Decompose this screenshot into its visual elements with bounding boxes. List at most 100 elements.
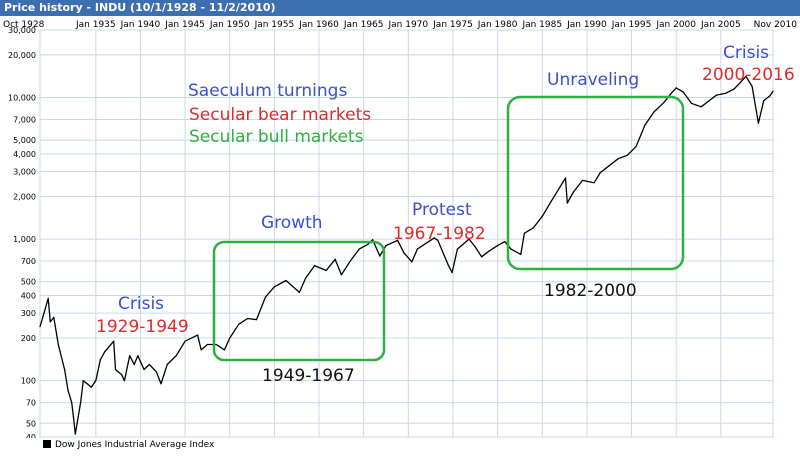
x-tick-label: Jan 1975 [432,20,473,30]
growth-bull-box [212,240,386,362]
y-tick-label: 300 [21,309,36,318]
data-point [433,237,435,239]
key-saeculum-turnings: Saeculum turnings [188,81,348,101]
data-point [133,363,135,366]
data-point [71,402,73,404]
data-point [184,340,186,342]
data-point [437,239,439,241]
data-point [95,380,97,382]
data-point [72,416,75,418]
data-point [372,239,374,241]
data-point [769,95,771,97]
data-point [104,351,106,353]
data-point [481,256,483,258]
data-point [700,106,702,108]
data-point [520,253,522,255]
data-point [358,248,360,250]
data-point [488,250,490,252]
data-point [451,272,453,274]
data-point [733,88,735,90]
data-point [349,260,351,262]
data-point [99,359,101,361]
legend-swatch [43,440,51,448]
data-point [706,101,709,103]
data-point [123,380,125,382]
data-point [57,343,59,346]
y-tick-label: 10,000 [8,94,36,103]
data-point [745,75,747,77]
y-tick-label: 400 [21,291,36,300]
data-point [298,291,300,293]
data-point [160,383,162,385]
y-tick-label: 5,000 [13,136,36,145]
data-point [314,265,316,267]
y-tick-label: 2,000 [13,192,36,201]
y-axis-tick-labels: 30,000 20,000 10,000 7,000 5,000 4,000 3,000 2,… [8,26,36,438]
x-tick-label: Jan 1970 [388,20,429,30]
data-point [608,165,610,167]
data-point [416,248,418,250]
window-title: Price history - INDU (10/1/1928 - 11/2/2… [0,0,800,16]
data-point [715,94,718,96]
data-point [644,124,646,126]
data-point [367,243,369,245]
y-tick-label: 100 [21,377,36,386]
data-point [682,91,685,93]
data-point [763,100,765,102]
data-point [541,215,543,217]
data-point [215,343,217,346]
data-point [379,255,381,257]
data-point [114,368,117,371]
y-tick-label: 70 [26,399,36,408]
data-point [653,111,655,113]
data-point [334,258,336,260]
data-point [137,355,139,357]
crisis1-label: Crisis [118,294,165,314]
data-point [635,146,637,148]
protest-label: Protest [412,200,472,220]
unraveling-years: 1982-2000 [544,281,637,301]
data-point [523,232,526,234]
data-point [148,363,150,366]
x-tick-label: Jan 2000 [655,20,696,30]
data-point [456,248,458,250]
data-point [264,296,267,298]
data-point [47,297,49,299]
data-point [255,319,258,321]
growth-label: Growth [261,213,323,233]
legend-label: Dow Jones Industrial Average Index [55,440,215,450]
growth-years: 1949-1967 [262,366,355,386]
crisis1-years: 1929-1949 [96,317,189,337]
data-point [143,368,145,371]
y-tick-label: 20,000 [8,51,36,60]
data-point [285,279,287,282]
data-point [397,239,399,241]
dow-jones-points [39,75,774,435]
data-point [53,316,55,318]
data-point [67,390,69,392]
x-tick-label: Jan 1950 [209,20,250,30]
data-point [581,179,584,181]
data-point [385,245,387,247]
x-tick-label: Jan 1955 [254,20,295,30]
data-point [572,191,575,193]
data-point [724,92,726,94]
x-tick-label: Jan 1945 [164,20,205,30]
data-point [200,349,202,351]
x-tick-label: Jan 1960 [298,20,339,30]
data-point [80,402,82,404]
data-point [497,245,499,247]
y-tick-label: 1,000 [13,235,36,244]
unraveling-bull-box [506,95,685,271]
data-point [617,158,619,160]
protest-years: 1967-1982 [393,224,486,244]
data-point [675,87,677,89]
data-point [325,269,327,272]
data-point [564,177,567,179]
data-point [566,202,568,204]
data-point [206,343,208,346]
y-tick-label: 500 [21,278,36,287]
x-tick-label: Jan 1940 [120,20,161,30]
price-chart: Oct 1928 Jan 1935 Jan 1940 Jan 1945 Jan 1950… [3,20,797,438]
y-tick-label: 700 [21,257,36,266]
